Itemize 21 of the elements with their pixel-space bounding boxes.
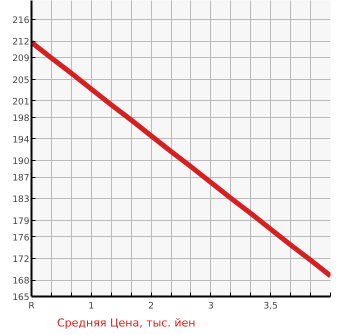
y-tick-label: 172 xyxy=(12,254,30,265)
y-tick-label: 176 xyxy=(12,233,30,244)
y-tick-label: 194 xyxy=(12,135,30,146)
y-tick-label: 190 xyxy=(12,157,30,168)
y-tick-label: 216 xyxy=(12,16,30,26)
y-tick-label: 168 xyxy=(12,276,30,287)
x-tick-label: R xyxy=(28,302,35,312)
x-tick-label: 3 xyxy=(208,302,214,312)
y-tick-label: 212 xyxy=(12,38,30,48)
y-tick-label: 183 xyxy=(12,195,30,206)
text: Средняя Цена, тыс. йен xyxy=(57,316,196,330)
y-tick-label: 198 xyxy=(12,114,30,124)
y-tick-label: 165 xyxy=(12,293,30,303)
x-tick-label: 1 xyxy=(88,302,94,312)
x-tick-label: 3,5 xyxy=(264,302,278,312)
y-tick-label: 209 xyxy=(12,54,30,64)
y-tick-label: 201 xyxy=(12,97,30,108)
y-tick-label: 205 xyxy=(12,76,30,86)
x-tick-label: 2 xyxy=(148,302,154,312)
y-tick-label: 187 xyxy=(12,174,30,184)
y-tick-label: 179 xyxy=(12,216,30,227)
